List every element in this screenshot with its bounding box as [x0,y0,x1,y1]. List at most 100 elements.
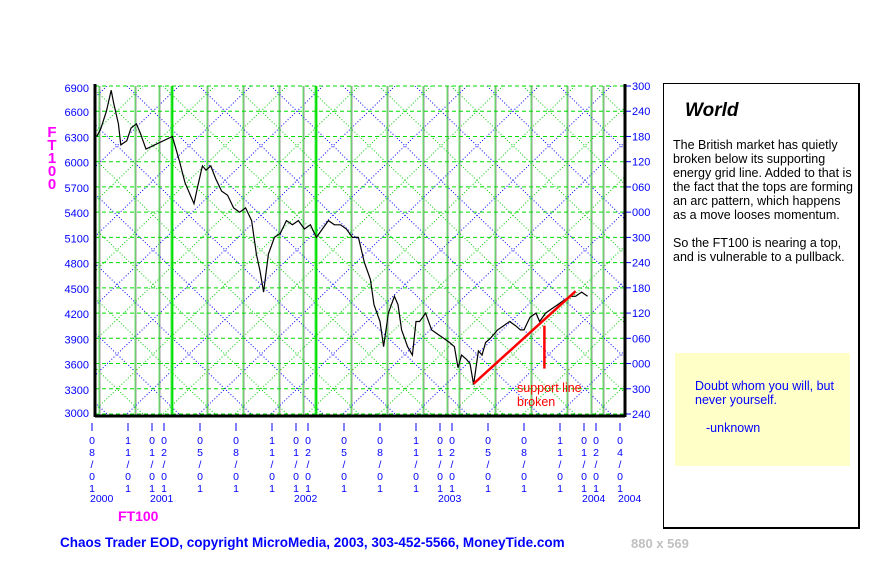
x-year-label: 2004 [618,493,642,505]
ft100-chart: 6900 300 6600 240 6300 180 6000 120 5700 060 5400 0… [0,81,651,505]
x-tick-label: 0 2/0 1 [161,435,167,495]
diagonal-gridline [558,86,625,151]
diagonal-gridline [162,86,504,415]
image-dimensions: 880 x 569 [631,536,689,551]
x-tick-label: 0 8/0 1 [521,435,527,495]
right-tick-label: 060 [632,333,650,345]
y-tick-label: 4200 [65,309,89,321]
diagonal-gridline [234,86,576,415]
x-tick-label: 0 5/0 1 [485,435,491,495]
y-axis-title: FT100 [47,124,57,193]
diagonal-gridline [450,245,625,415]
diagonal-gridline [0,86,71,414]
diagonal-gridline [342,141,625,415]
diagonal-gridline [270,86,612,415]
diagonal-gridline [378,175,625,415]
diagonal-gridline [270,86,612,415]
right-tick-label: 120 [632,157,650,169]
annotation-text-line-2: broken [517,395,555,409]
diagonal-gridline [95,86,252,238]
x-tick-label: 0 1/0 1 [293,435,299,495]
diagonal-gridline [95,86,396,377]
x-tick-label: 0 2/0 1 [305,435,311,495]
diagonal-gridline [95,89,432,415]
commentary-text: The British market has quietly broken be… [673,138,855,278]
diagonal-energy-grid [0,86,625,415]
right-tick-label: 300 [632,232,650,244]
panel-title: World [685,100,739,121]
diagonal-gridline [234,86,576,415]
diagonal-gridline [95,86,432,411]
right-tick-label: 120 [632,308,650,320]
x-year-label: 2001 [150,493,174,505]
x-tick-label: 1 1/0 1 [413,435,419,495]
diagonal-gridline [0,86,71,414]
y-tick-label: 6600 [65,107,89,119]
quote-text: Doubt whom you will, but never yourself. [695,379,834,407]
y-tick-label: 5700 [65,183,89,195]
diagonal-gridline [414,210,625,415]
x-year-label: 2003 [438,493,462,505]
right-tick-label: 060 [632,182,650,194]
x-tick-label: 0 8/0 1 [233,435,239,495]
x-tick-label: 0 2/0 1 [593,435,599,495]
diagonal-gridline [342,86,625,359]
commentary-paragraph-2: So the FT100 is nearing a top, and is vu… [673,236,845,264]
x-year-label: 2004 [582,493,606,505]
footer-copyright: Chaos Trader EOD, copyright MicroMedia, … [60,535,565,550]
x-year-label: 2002 [294,493,318,505]
diagonal-gridline [306,86,625,394]
commentary-paragraph-1: The British market has quietly broken be… [673,138,853,222]
x-tick-label: 0 1/0 1 [581,435,587,495]
commentary-panel: World The British market has quietly bro… [663,83,860,529]
right-tick-label: 300 [632,384,650,396]
y-tick-label: 6300 [65,132,89,144]
y-tick-label: 6000 [65,158,89,170]
right-tick-label: 000 [632,207,650,219]
diagonal-gridline [0,86,35,414]
y-tick-label: 5400 [65,208,89,220]
diagonal-gridline [95,86,216,203]
x-tick-label: 0 2/0 1 [449,435,455,495]
diagonal-gridline [95,158,360,415]
diagonal-gridline [414,86,625,290]
diagonal-gridline [486,86,625,220]
right-tick-label: 180 [632,283,650,295]
diagonal-gridline [95,123,396,415]
diagonal-gridline [198,86,540,415]
right-tick-label: 180 [632,131,650,143]
y-tick-label: 3000 [65,408,89,420]
right-tick-label: 300 [632,81,650,93]
diagonal-gridline [95,86,324,307]
annotation-text-line-1: support line [517,381,582,395]
diagonal-gridline [522,314,625,415]
diagonal-gridline [95,262,252,415]
x-tick-label: 1 1/0 1 [557,435,563,495]
x-tick-label: 0 8/0 1 [377,435,383,495]
diagonal-gridline [450,86,625,255]
quote-box: Doubt whom you will, but never yourself.… [675,353,850,466]
diagonal-gridline [378,86,625,325]
diagonal-gridline [558,349,625,415]
right-tick-label: 240 [632,409,650,421]
x-tick-label: 0 1/0 1 [149,435,155,495]
x-tick-label: 0 4/0 1 [617,435,623,495]
diagonal-gridline [522,86,625,186]
diagonal-gridline [95,86,180,168]
diagonal-gridline [126,86,468,415]
diagonal-gridline [162,86,504,415]
y-tick-label: 6900 [65,83,89,95]
diagonal-gridline [95,86,360,342]
right-tick-label: 240 [632,258,650,270]
y-tick-label: 5100 [65,233,89,245]
y-tick-label: 4800 [65,259,89,271]
x-tick-label: 0 8/0 1 [89,435,95,495]
diagonal-gridline [0,86,35,414]
support-trend-line [472,290,577,385]
quote-author: -unknown [706,421,761,435]
diagonal-gridline [95,332,180,415]
diagonal-gridline [198,86,540,415]
chart-symbol-label: FT100 [118,508,159,524]
y-tick-label: 3600 [65,360,89,372]
y-tick-label: 3900 [65,334,89,346]
